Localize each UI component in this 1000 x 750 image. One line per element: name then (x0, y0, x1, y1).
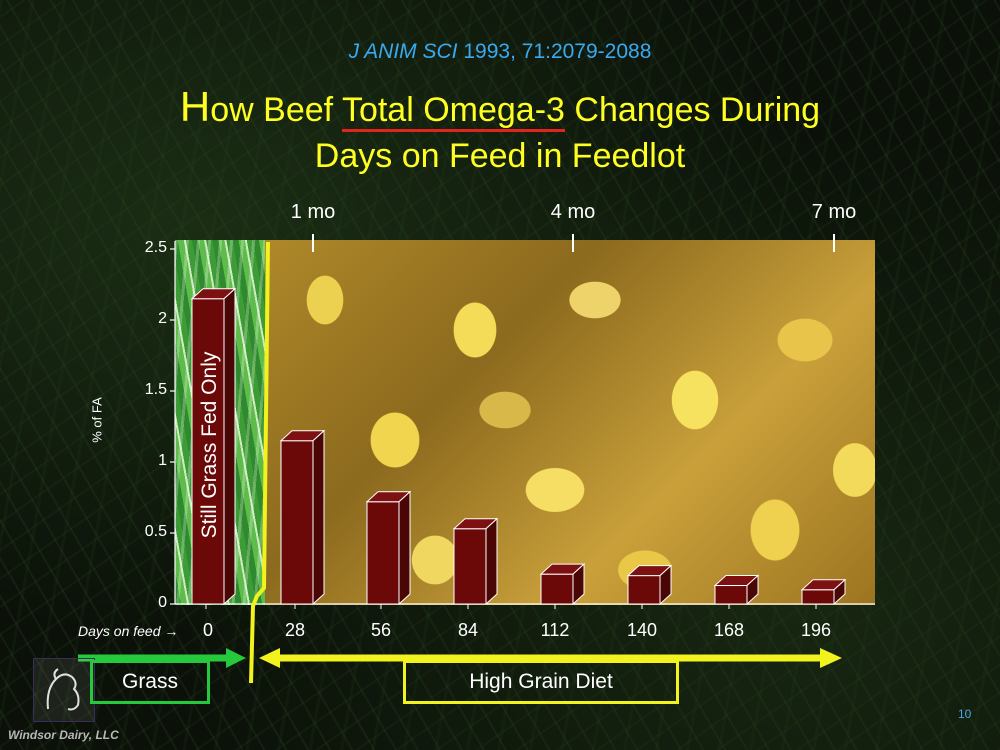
grass-label-box: Grass (90, 660, 210, 704)
grain-arrowhead-left (259, 648, 280, 668)
x-category-label: 140 (626, 620, 658, 640)
bar-face (366, 501, 400, 605)
y-tick-label: 0.5 (144, 523, 167, 540)
title-part-1: ow Beef (210, 91, 342, 129)
bar-face (627, 575, 661, 605)
bar-face (714, 585, 748, 605)
bar-0 (190, 287, 237, 606)
y-tick-label: 1.5 (144, 381, 167, 398)
bar-face (191, 298, 225, 605)
x-category-label: 112 (540, 620, 570, 640)
days-on-feed-label: Days on feed → (78, 623, 179, 639)
bar-168 (713, 574, 760, 606)
citation: J ANIM SCI 1993, 71:2079-2088 (0, 40, 1000, 64)
y-tick-label: 1 (158, 452, 167, 469)
bar-face (540, 573, 574, 605)
bar-face (801, 589, 835, 605)
x-category-label: 196 (800, 620, 832, 640)
slide-title: How Beef Total Omega-3 Changes During Da… (0, 84, 1000, 179)
bar-side (746, 574, 759, 606)
still-grass-fed-label: Still Grass Fed Only (198, 351, 221, 538)
grass-arrowhead (226, 648, 246, 668)
title-underlined: Total Omega-3 (341, 91, 565, 132)
bar-140 (626, 564, 673, 606)
month-label: 4 mo (550, 201, 596, 223)
x-category-label: 0 (202, 620, 213, 640)
bar-side (485, 517, 498, 606)
grain-diet-label-box: High Grain Diet (403, 660, 679, 704)
bar-side (223, 287, 236, 606)
bar-56 (365, 490, 412, 606)
x-category-label: 168 (713, 620, 745, 640)
bar-side (312, 429, 325, 606)
y-tick-label: 0 (158, 594, 167, 611)
bar-84 (452, 517, 499, 606)
title-line-2: Days on Feed in Feedlot (314, 137, 686, 175)
grain-arrowhead-right (820, 648, 842, 668)
x-category-label: 28 (284, 620, 306, 640)
bar-28 (279, 429, 326, 606)
title-line-1: How Beef Total Omega-3 Changes During (0, 84, 1000, 133)
citation-details: 1993, 71:2079-2088 (457, 40, 652, 63)
bar-side (833, 578, 846, 606)
bar-112 (539, 563, 586, 606)
footer-company: Windsor Dairy, LLC (8, 728, 119, 742)
title-first-letter: H (179, 83, 211, 130)
x-category-label: 84 (457, 620, 479, 640)
bar-side (398, 490, 411, 606)
y-tick-label: 2.5 (144, 239, 167, 256)
bar-side (572, 563, 585, 606)
page-number: 10 (958, 707, 972, 721)
x-category-label: 56 (370, 620, 392, 640)
month-label: 7 mo (811, 201, 857, 223)
title-part-2: Changes During (564, 91, 821, 129)
citation-journal: J ANIM SCI (348, 40, 458, 63)
bar-face (280, 440, 314, 605)
month-label: 1 mo (290, 201, 336, 223)
diet-divider-line (249, 241, 270, 684)
windsor-dairy-logo (33, 658, 95, 722)
bar-side (659, 564, 672, 606)
bar-face (453, 528, 487, 605)
y-tick-label: 2 (158, 310, 167, 327)
bar-196 (800, 578, 847, 606)
